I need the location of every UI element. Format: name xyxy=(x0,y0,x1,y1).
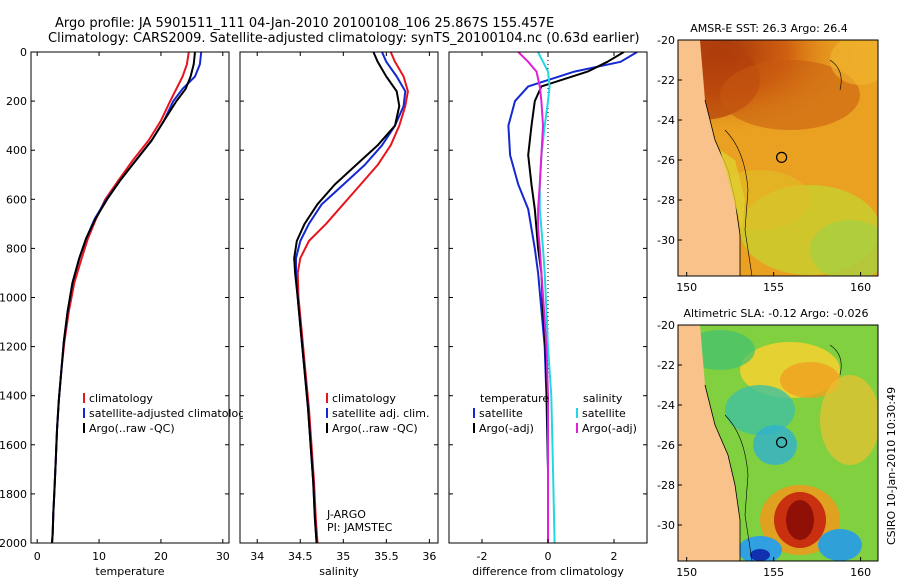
sst-map-field xyxy=(678,40,878,276)
sla-xtick-label: 160 xyxy=(850,566,871,579)
salinity-series-2 xyxy=(293,52,401,543)
temperature-ytick-label: 1800 xyxy=(0,488,27,501)
temperature-ytick-label: 1400 xyxy=(0,390,27,403)
sla-map-frame xyxy=(677,324,879,562)
salinity-legend-label: Argo(..raw -QC) xyxy=(332,422,418,435)
sst-ytick-label: -20 xyxy=(657,34,675,47)
salinity-xtick-label: 34 xyxy=(250,550,264,563)
difference-legend-sal-header: salinity xyxy=(583,392,623,405)
sla-xtick-label: 155 xyxy=(763,566,784,579)
sst-xtick-label: 155 xyxy=(763,281,784,294)
temperature-ytick-label: 2000 xyxy=(0,537,27,550)
sst-ytick-label: -24 xyxy=(657,114,675,127)
sst-xtick-label: 150 xyxy=(676,281,697,294)
difference-temp-legend-label: Argo(-adj) xyxy=(479,422,534,435)
temperature-legend-label: satellite-adjusted climatolog xyxy=(89,407,245,420)
difference-sal-legend-label: satellite xyxy=(582,407,626,420)
salinity-legend-label: satellite adj. clim. xyxy=(332,407,429,420)
figure-title-line1: Argo profile: JA 5901511_111 04-Jan-2010… xyxy=(55,16,554,31)
temperature-ytick-label: 1600 xyxy=(0,439,27,452)
figure-title-line2: Climatology: CARS2009. Satellite-adjuste… xyxy=(48,31,640,46)
temperature-ytick-label: 600 xyxy=(6,193,27,206)
salinity-xtick-label: 35.5 xyxy=(374,550,399,563)
temperature-ytick-label: 800 xyxy=(6,242,27,255)
sla-map-axes: Altimetric SLA: -0.12 Argo: -0.026 150 15… xyxy=(657,307,879,579)
difference-xtick-label: 2 xyxy=(611,550,618,563)
sla-ytick-label: -22 xyxy=(657,359,675,372)
sst-ytick-label: -22 xyxy=(657,74,675,87)
sst-map-axes: AMSR-E SST: 26.3 Argo: 26.4 150 1 xyxy=(657,22,879,294)
sst-xtick-label: 160 xyxy=(850,281,871,294)
sst-map-frame xyxy=(677,39,879,277)
temperature-ytick-label: 1000 xyxy=(0,292,27,305)
difference-xtick-label: -2 xyxy=(477,550,488,563)
salinity-xtick-label: 36 xyxy=(422,550,436,563)
temperature-axes: 0 10 20 30 0 200 400 600 800 1000 1200 1400 1600 180… xyxy=(0,46,245,578)
difference-xtick-label: 0 xyxy=(545,550,552,563)
temperature-ytick-label: 0 xyxy=(20,46,27,59)
salinity-xlabel: salinity xyxy=(319,565,359,578)
sst-ytick-label: -26 xyxy=(657,154,675,167)
sst-map-land xyxy=(678,40,740,276)
temperature-axes-frame xyxy=(30,51,230,544)
sla-ytick-label: -20 xyxy=(657,319,675,332)
sla-map-title: Altimetric SLA: -0.12 Argo: -0.026 xyxy=(684,307,869,320)
difference-axes: -2 0 2 difference from climatology tempera… xyxy=(448,51,648,578)
salinity-axes-frame xyxy=(239,51,439,544)
salinity-annotation-jargo: J-ARGO xyxy=(326,508,366,521)
salinity-xtick-label: 34.5 xyxy=(288,550,313,563)
salinity-xtick-label: 35 xyxy=(336,550,350,563)
temperature-legend-label: Argo(..raw -QC) xyxy=(89,422,175,435)
temperature-ytick-label: 1200 xyxy=(0,341,27,354)
sla-map-field xyxy=(678,325,878,561)
salinity-legend: climatology satellite adj. clim. Argo(..ra… xyxy=(326,392,429,435)
temperature-ytick-label: 400 xyxy=(6,144,27,157)
difference-series-0 xyxy=(507,52,638,543)
sla-ytick-label: -30 xyxy=(657,519,675,532)
sla-ytick-label: -28 xyxy=(657,479,675,492)
salinity-legend-label: climatology xyxy=(332,392,396,405)
credit-label: CSIRO 10-Jan-2010 10:30:49 xyxy=(885,387,898,545)
temperature-series-2 xyxy=(51,52,196,543)
temperature-series-0 xyxy=(51,52,190,543)
difference-xlabel: difference from climatology xyxy=(472,565,624,578)
temperature-legend: climatology satellite-adjusted climatolog… xyxy=(83,392,245,435)
sst-argo-location-marker xyxy=(775,151,788,163)
salinity-axes: 34 34.5 35 35.5 36 salinity climatology satel… xyxy=(239,51,439,578)
sla-ytick-label: -24 xyxy=(657,399,675,412)
difference-legend-temp-header: temperature xyxy=(480,392,549,405)
sla-argo-location-marker xyxy=(775,436,788,448)
difference-series-2 xyxy=(537,52,556,543)
temperature-ytick-label: 200 xyxy=(6,95,27,108)
temperature-xlabel: temperature xyxy=(95,565,164,578)
salinity-annotation-pi: PI: JAMSTEC xyxy=(327,521,393,534)
sst-ytick-label: -30 xyxy=(657,234,675,247)
salinity-series-0 xyxy=(296,52,409,543)
difference-temp-legend-label: satellite xyxy=(479,407,523,420)
temperature-xtick-label: 20 xyxy=(154,550,168,563)
temperature-xtick-label: 30 xyxy=(216,550,230,563)
difference-sal-legend-label: Argo(-adj) xyxy=(582,422,637,435)
sla-xtick-label: 150 xyxy=(676,566,697,579)
sla-ytick-label: -26 xyxy=(657,439,675,452)
temperature-legend-label: climatology xyxy=(89,392,153,405)
difference-legend: temperature salinity satellite Argo(-adj) sa… xyxy=(473,392,637,435)
temperature-xtick-label: 10 xyxy=(92,550,106,563)
difference-series-3 xyxy=(517,52,549,543)
sst-map-title: AMSR-E SST: 26.3 Argo: 26.4 xyxy=(690,22,848,35)
temperature-series-1 xyxy=(51,52,203,543)
temperature-xtick-label: 0 xyxy=(34,550,41,563)
sst-ytick-label: -28 xyxy=(657,194,675,207)
sla-map-land xyxy=(678,325,740,561)
